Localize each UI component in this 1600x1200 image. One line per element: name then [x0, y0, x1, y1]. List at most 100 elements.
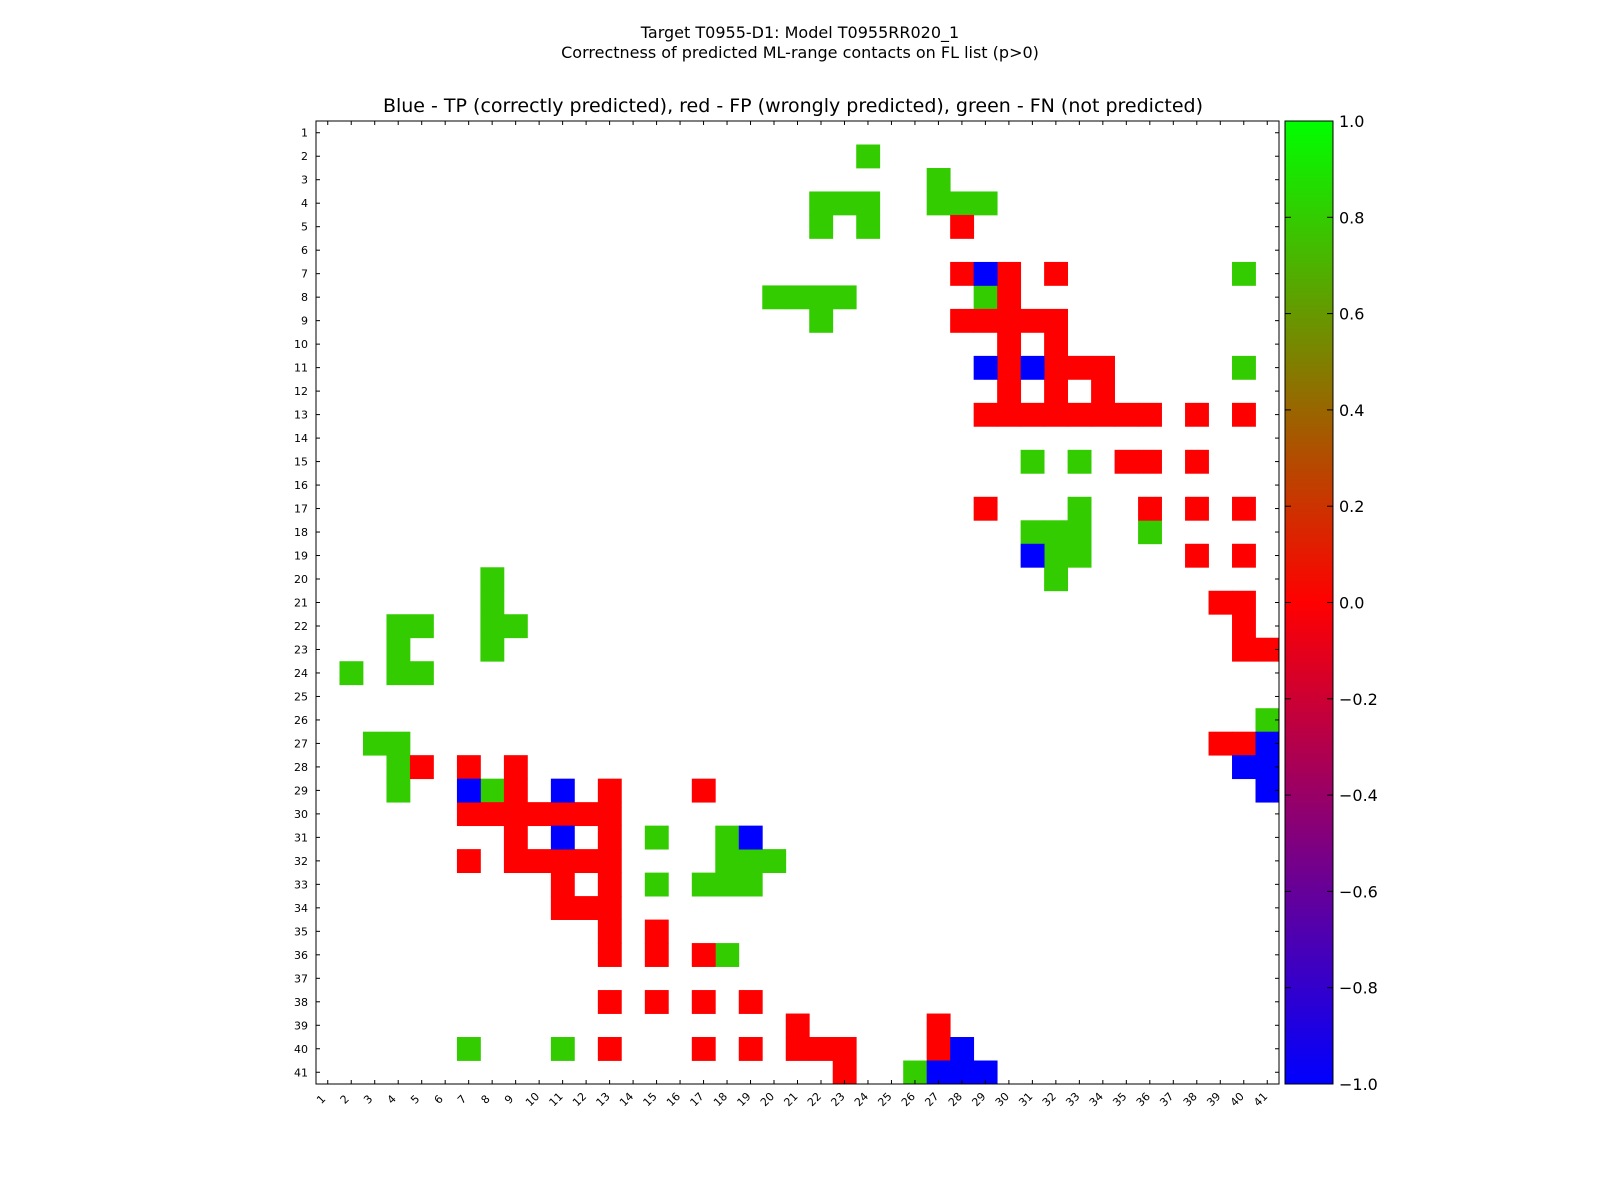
cell-tp [950, 1037, 975, 1061]
cell-fp [809, 1037, 834, 1061]
cell-fn [715, 849, 740, 874]
cell-fn [785, 285, 810, 310]
axes-title: Blue - TP (correctly predicted), red - F… [383, 95, 1203, 117]
colorbar-tick-label: 0.8 [1339, 208, 1364, 227]
cell-fn [1044, 520, 1069, 545]
cell-fp [1232, 402, 1256, 427]
cell-fp [456, 849, 481, 874]
x-tick-label: 22 [805, 1090, 824, 1109]
cell-fn [1232, 261, 1256, 286]
y-tick-label: 22 [294, 620, 308, 633]
cell-fp [1020, 402, 1045, 427]
x-tick-label: 32 [1040, 1090, 1059, 1109]
cell-tp [950, 1060, 975, 1085]
cell-fp [973, 496, 998, 521]
cell-fp [950, 214, 975, 239]
cell-fp [597, 825, 622, 850]
cell-fn [362, 731, 387, 756]
y-tick-label: 4 [301, 197, 308, 210]
x-tick-label: 17 [688, 1090, 707, 1109]
y-tick-label: 26 [294, 714, 308, 727]
y-tick-label: 13 [294, 409, 308, 422]
cell-fn [1044, 567, 1069, 592]
cell-tp [1255, 778, 1280, 803]
cell-tp [1020, 355, 1045, 380]
cell-fn [1067, 449, 1092, 474]
cell-fp [644, 919, 669, 944]
cell-fp [785, 1037, 810, 1061]
cell-fn [832, 285, 857, 310]
y-tick-label: 7 [301, 268, 308, 281]
cell-fn [903, 1060, 928, 1085]
x-tick-label: 24 [852, 1090, 871, 1109]
y-tick-label: 8 [301, 291, 308, 304]
cell-fp [644, 990, 669, 1014]
y-tick-label: 15 [294, 456, 308, 469]
cell-tp [1255, 731, 1280, 756]
cell-fp [997, 261, 1022, 286]
cell-fp [1114, 449, 1139, 474]
y-tick-label: 14 [294, 432, 308, 445]
cell-fn [715, 943, 740, 967]
cell-fp [1138, 496, 1162, 521]
cell-tp [973, 1060, 998, 1085]
cell-fp [597, 872, 622, 897]
figure-title-line2: Correctness of predicted ML-range contac… [561, 43, 1039, 62]
cell-fn [480, 778, 505, 803]
cell-fp [973, 402, 998, 427]
cell-fn [715, 872, 740, 897]
cell-fn [480, 614, 505, 639]
figure-title-line1: Target T0955-D1: Model T0955RR020_1 [640, 23, 959, 43]
cell-fn [832, 191, 857, 216]
colorbar-tick-label: 0.2 [1339, 497, 1364, 516]
cell-tp [456, 778, 481, 803]
x-tick-label: 9 [502, 1092, 516, 1106]
x-tick-label: 21 [781, 1090, 800, 1109]
cell-fp [527, 849, 552, 874]
cell-fn [809, 191, 834, 216]
cell-fp [926, 1013, 951, 1038]
x-tick-label: 8 [479, 1092, 493, 1106]
cell-fn [926, 167, 951, 192]
cell-fp [1044, 261, 1069, 286]
cell-fp [1185, 449, 1209, 474]
cell-fp [1067, 402, 1092, 427]
cell-fn [503, 614, 528, 639]
cell-fn [1020, 520, 1045, 545]
cell-fp [503, 849, 528, 874]
colorbar [1284, 120, 1334, 1085]
y-tick-label: 35 [294, 925, 308, 938]
cell-fn [715, 825, 740, 850]
cell-fn [1067, 543, 1092, 568]
cell-fp [1114, 402, 1139, 427]
x-tick-label: 7 [455, 1092, 469, 1106]
cell-fp [1232, 496, 1256, 521]
y-tick-label: 20 [294, 573, 308, 586]
cell-fp [550, 802, 575, 827]
y-tick-label: 40 [294, 1043, 308, 1056]
y-tick-label: 3 [301, 174, 308, 187]
cell-fp [1044, 332, 1069, 357]
cell-fn [973, 191, 998, 216]
y-tick-label: 37 [294, 972, 308, 985]
cell-fp [456, 755, 481, 780]
colorbar-tick-label: −0.8 [1339, 979, 1378, 998]
cell-fn [856, 191, 881, 216]
cell-fp [973, 308, 998, 333]
cell-fp [1020, 308, 1045, 333]
x-tick-label: 3 [361, 1092, 375, 1106]
cell-fp [1232, 731, 1256, 756]
y-tick-label: 27 [294, 737, 308, 750]
colorbar-tick-label: 0.4 [1339, 401, 1364, 420]
cell-fp [1232, 543, 1256, 568]
cell-fp [1067, 355, 1092, 380]
cell-fn [1138, 520, 1162, 545]
x-tick-label: 41 [1251, 1090, 1270, 1109]
heatmap-cells [339, 144, 1280, 1085]
cell-fp [550, 896, 575, 920]
cell-fn [386, 614, 411, 639]
axis-ticks: 1 2 3 4 5 6 7 8 9 10 11 12 13 14 15 16 17 18 19 20 21 22 23 24 2… [294, 121, 1279, 1109]
colorbar-tick-label: −0.2 [1339, 690, 1378, 709]
y-tick-label: 17 [294, 503, 308, 516]
cell-tp [550, 825, 575, 850]
